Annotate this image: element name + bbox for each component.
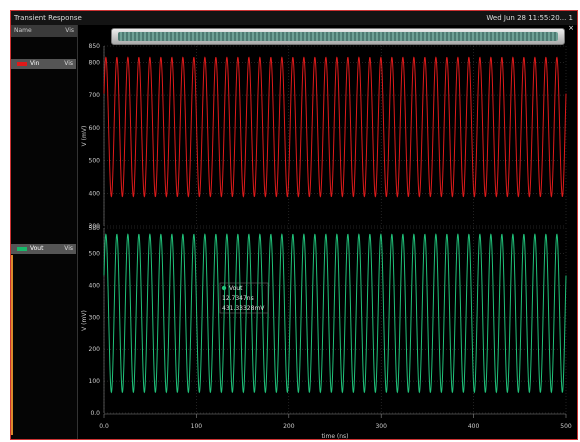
vin-color-swatch <box>17 62 27 66</box>
y-tick-label: 800 <box>89 59 101 66</box>
cursor-marker[interactable]: Vout 12.7347ns 431.33328mV <box>219 282 269 314</box>
vout-color-swatch <box>17 247 27 251</box>
vout-waveform <box>103 233 567 394</box>
x-tick-label: 0.0 <box>99 423 109 430</box>
signal-visibility[interactable]: Vis <box>64 245 73 252</box>
x-tick-label: 300 <box>375 423 387 430</box>
x-axis-label: time (ns) <box>321 433 348 440</box>
vin-waveform <box>103 56 567 198</box>
window-datetime: Wed Jun 28 11:55:20... 1 <box>486 14 573 22</box>
cursor-box <box>219 282 269 314</box>
y-tick-label: 580 <box>89 225 101 232</box>
close-icon[interactable]: × <box>568 24 574 32</box>
signal-name: Vout <box>30 245 44 252</box>
time-scrollbar[interactable] <box>111 28 565 45</box>
y-tick-label: 500 <box>89 158 101 165</box>
y-tick-label: 600 <box>89 125 101 132</box>
cursor-y-value: 431.33328mV <box>222 305 265 312</box>
y-tick-label: 850 <box>89 43 101 50</box>
cursor-dot <box>221 285 227 291</box>
x-tick-label: 100 <box>191 423 203 430</box>
y-tick-label: 400 <box>89 190 101 197</box>
selection-edge <box>11 255 13 435</box>
y-tick-label: 500 <box>89 251 101 258</box>
y-tick-label: 200 <box>89 346 101 353</box>
header-name: Name <box>14 27 32 34</box>
x-tick-label: 500 <box>560 423 572 430</box>
x-tick-label: 400 <box>468 423 480 430</box>
cursor-x-value: 12.7347ns <box>222 295 254 302</box>
signal-row-vout[interactable]: Vout Vis <box>11 244 76 254</box>
y-tick-label: 0.0 <box>90 410 100 417</box>
y-axis-label: V (mV) <box>81 310 88 331</box>
y-tick-label: 400 <box>89 282 101 289</box>
title-bar: Transient Response Wed Jun 28 11:55:20..… <box>11 11 577 25</box>
signal-panel-header: Name Vis <box>11 25 77 37</box>
signal-name: Vin <box>30 60 40 67</box>
y-tick-label: 700 <box>89 92 101 99</box>
window-title: Transient Response <box>14 14 82 22</box>
y-tick-label: 100 <box>89 378 101 385</box>
scrollbar-thumb[interactable] <box>118 32 558 41</box>
signal-row-vin[interactable]: Vin Vis <box>11 59 76 69</box>
x-tick-label: 200 <box>283 423 295 430</box>
signal-visibility[interactable]: Vis <box>64 60 73 67</box>
signal-panel: Name Vis Vin Vis Vout Vis <box>11 25 78 439</box>
cursor-label: Vout <box>229 285 243 292</box>
y-axis-label: V (mV) <box>81 126 88 147</box>
y-tick-label: 300 <box>89 223 101 230</box>
header-visibility: Vis <box>65 27 74 34</box>
y-tick-label: 300 <box>89 314 101 321</box>
